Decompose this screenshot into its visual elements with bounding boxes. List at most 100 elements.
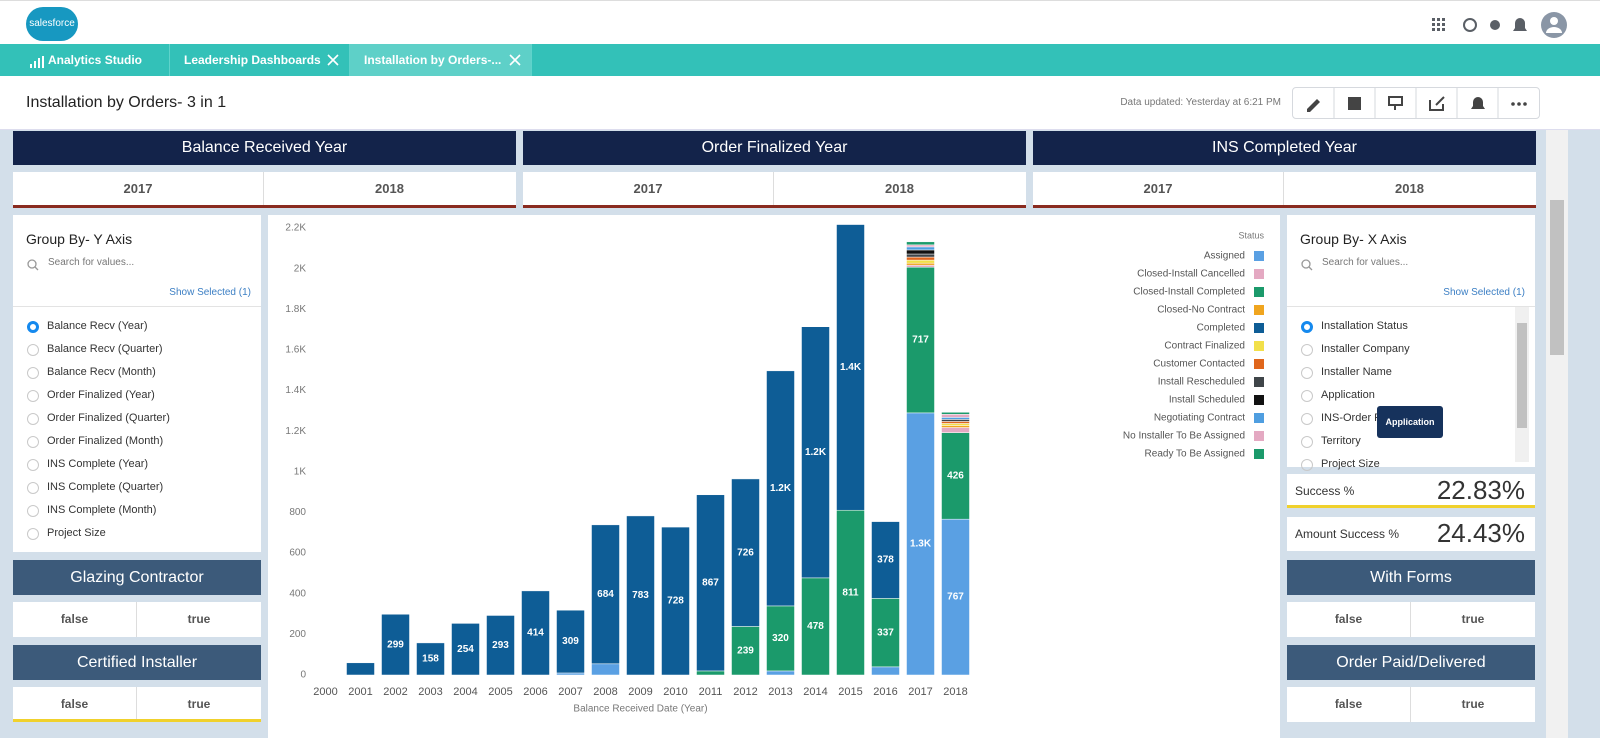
toggle-option[interactable]: false <box>13 687 137 722</box>
toggle-option[interactable]: false <box>13 602 137 637</box>
data-label: 783 <box>632 590 649 601</box>
legend-label: Completed <box>1197 323 1245 334</box>
data-label: 239 <box>737 645 754 656</box>
share-button[interactable] <box>1429 96 1445 111</box>
legend-swatch <box>1254 251 1264 261</box>
radio-option[interactable]: INS Complete (Quarter) <box>27 479 237 499</box>
radio-option[interactable]: Territory <box>1301 433 1511 453</box>
toggle-option[interactable]: true <box>187 697 211 711</box>
data-label: 478 <box>807 621 824 632</box>
radio-button[interactable] <box>27 505 39 517</box>
toggle-option[interactable]: false <box>1287 602 1411 637</box>
edit-button[interactable] <box>1307 99 1320 112</box>
radio-button[interactable] <box>1301 459 1313 471</box>
radio-button[interactable] <box>27 344 39 356</box>
filter-option[interactable]: 2017 <box>1033 172 1284 205</box>
radio-option[interactable]: Project Size <box>27 525 237 545</box>
bar-segment <box>906 241 935 246</box>
radio-button[interactable] <box>27 321 39 333</box>
legend-label: Closed-Install Cancelled <box>1137 269 1245 280</box>
toggle-box: false true <box>13 687 261 722</box>
x-tick-label: 2006 <box>523 686 547 698</box>
x-tick-label: 2009 <box>628 686 652 698</box>
filter-option[interactable]: 2017 <box>13 172 264 205</box>
present-button[interactable] <box>1388 96 1403 110</box>
help-icon[interactable] <box>1463 18 1477 32</box>
radio-button[interactable] <box>1301 390 1313 402</box>
y-tick-label: 0 <box>300 670 306 681</box>
bar-segment <box>556 609 585 674</box>
bar-segment <box>941 414 970 418</box>
data-label: 309 <box>562 636 579 647</box>
radio-button[interactable] <box>27 390 39 402</box>
data-label: 254 <box>457 644 474 655</box>
filter-option[interactable]: 2017 <box>523 172 774 205</box>
filter-option[interactable]: 2018 <box>885 181 914 196</box>
radio-button[interactable] <box>1301 413 1313 425</box>
toggle-option[interactable]: true <box>187 612 211 626</box>
show-selected[interactable]: Show Selected (1) <box>169 287 251 298</box>
y-tick-label: 400 <box>289 588 306 599</box>
setup-icon[interactable] <box>1490 20 1500 30</box>
scroll-thumb[interactable] <box>1550 200 1564 355</box>
logo[interactable]: salesforce <box>26 7 78 41</box>
tab-close[interactable] <box>508 50 522 75</box>
radio-option[interactable]: Order Finalized (Year) <box>27 387 237 407</box>
radio-option[interactable]: INS Complete (Year) <box>27 456 237 476</box>
radio-option[interactable]: Application <box>1301 387 1511 407</box>
radio-option[interactable]: Order Finalized (Month) <box>27 433 237 453</box>
page-header: Installation by Orders- 3 in 1 Data upda… <box>0 76 1600 130</box>
save-button[interactable] <box>1348 97 1361 110</box>
more-button[interactable] <box>1511 102 1527 106</box>
x-tick-label: 2018 <box>943 686 967 698</box>
show-selected[interactable]: Show Selected (1) <box>1443 287 1525 298</box>
tab-close[interactable] <box>326 50 340 75</box>
bar-segment <box>801 577 830 676</box>
tab[interactable]: Installation by Orders-... <box>350 44 532 76</box>
data-label: 684 <box>597 589 614 600</box>
toggle-option[interactable]: true <box>1461 697 1485 711</box>
radio-button[interactable] <box>27 413 39 425</box>
tab[interactable]: Leadership Dashboards <box>170 44 350 76</box>
filter-option[interactable]: 2018 <box>1395 181 1424 196</box>
radio-button[interactable] <box>27 482 39 494</box>
radio-option[interactable]: Balance Recv (Year) <box>27 318 237 338</box>
radio-button[interactable] <box>1301 321 1313 333</box>
radio-option[interactable]: Installation Status <box>1301 318 1511 338</box>
radio-button[interactable] <box>27 436 39 448</box>
bar-segment <box>941 419 970 422</box>
radio-button[interactable] <box>27 528 39 540</box>
search-input[interactable]: Search for values... <box>1322 257 1409 268</box>
toggle-option[interactable]: false <box>1287 687 1411 722</box>
radio-option[interactable]: INS Complete (Month) <box>27 502 237 522</box>
list-scrollbar <box>1515 307 1529 462</box>
toggle-option[interactable]: true <box>1461 612 1485 626</box>
bar-segment <box>591 524 620 665</box>
search-input[interactable]: Search for values... <box>48 257 135 268</box>
notifications-icon[interactable] <box>1513 18 1527 31</box>
radio-option[interactable]: Balance Recv (Month) <box>27 364 237 384</box>
radio-option[interactable]: Installer Name <box>1301 364 1511 384</box>
radio-option[interactable]: Project Size <box>1301 456 1511 476</box>
data-label: 158 <box>422 654 439 665</box>
radio-button[interactable] <box>1301 367 1313 379</box>
notify-button[interactable] <box>1471 97 1485 109</box>
radio-button[interactable] <box>1301 344 1313 356</box>
radio-label: Balance Recv (Quarter) <box>47 343 163 355</box>
app-launcher[interactable] <box>1432 18 1445 31</box>
bar-segment <box>801 326 830 579</box>
tab[interactable]: Analytics Studio <box>0 44 170 76</box>
radio-button[interactable] <box>27 367 39 379</box>
x-tick-label: 2014 <box>803 686 827 698</box>
radio-label: Balance Recv (Month) <box>47 366 156 378</box>
bar-segment <box>381 613 410 676</box>
radio-option[interactable]: Installer Company <box>1301 341 1511 361</box>
radio-option[interactable]: Balance Recv (Quarter) <box>27 341 237 361</box>
radio-button[interactable] <box>1301 436 1313 448</box>
x-tick-label: 2012 <box>733 686 757 698</box>
radio-option[interactable]: Order Finalized (Quarter) <box>27 410 237 430</box>
bar-segment <box>906 266 935 414</box>
filter-option[interactable]: 2018 <box>375 181 404 196</box>
data-label: 1.2K <box>805 447 827 458</box>
radio-button[interactable] <box>27 459 39 471</box>
